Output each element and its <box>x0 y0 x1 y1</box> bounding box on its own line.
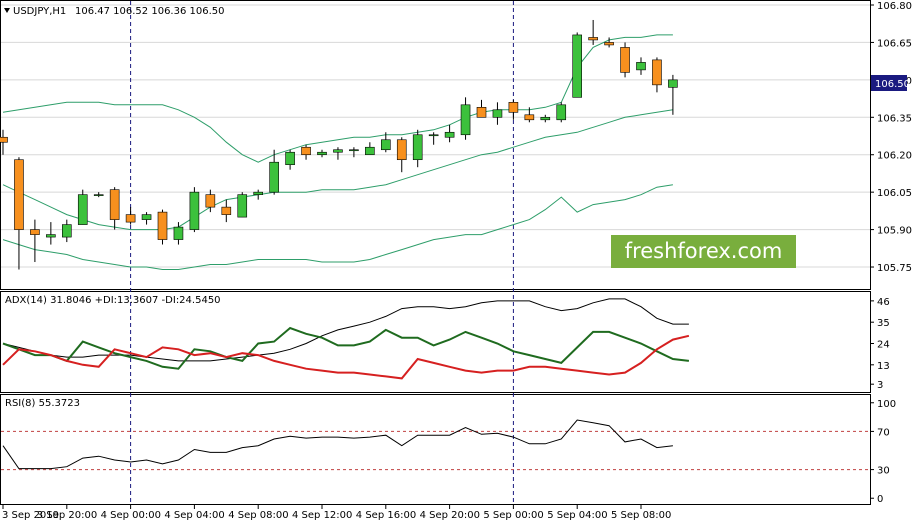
candle-bear <box>652 59 662 86</box>
candle-bull <box>189 191 200 230</box>
candle-bear <box>620 47 630 73</box>
candle-bull <box>173 226 184 240</box>
candle-bull <box>253 191 263 195</box>
current-price-marker <box>871 75 907 91</box>
candle-bull <box>333 149 343 153</box>
candle-bull <box>317 151 327 156</box>
candle-bear <box>205 194 216 208</box>
candle-bull <box>428 134 439 137</box>
candle-bull <box>46 234 56 238</box>
price-tick-label: 106.20 <box>877 151 912 162</box>
candle-bull <box>237 194 248 218</box>
candle-bull <box>93 194 104 196</box>
candle-bull <box>349 149 359 152</box>
minus-di-line <box>2 334 690 380</box>
candle-bear <box>221 206 232 215</box>
adx-tick-label: 13 <box>877 361 890 372</box>
bollinger-lower-line <box>2 184 673 270</box>
candle-bull <box>636 62 646 71</box>
rsi-title: RSI(8) 55.3723 <box>5 398 80 409</box>
price-tick-label: 105.75 <box>877 263 912 274</box>
rsi-tick-label: 70 <box>877 427 890 438</box>
candle-bull <box>380 139 391 151</box>
adx-tick-label: 24 <box>877 340 890 351</box>
candle-bear <box>604 42 614 46</box>
x-tick-label: 4 Sep 04:00 <box>164 510 224 521</box>
price-tick-label: 106.05 <box>877 188 912 199</box>
adx-tick-label: 46 <box>877 297 890 308</box>
adx-line <box>2 298 689 362</box>
candle-bear <box>157 211 168 240</box>
adx-tick-label: 35 <box>877 318 890 329</box>
price-tick-label: 106.80 <box>877 1 912 12</box>
candle-bull <box>285 151 295 166</box>
candle-bull <box>141 214 152 220</box>
candle-bull <box>540 116 551 121</box>
candle-bull <box>412 134 423 161</box>
x-tick-label: 4 Sep 08:00 <box>228 510 288 521</box>
chart-shift-icon <box>4 8 10 13</box>
x-tick-label: 4 Sep 20:00 <box>420 510 480 521</box>
x-tick-label: 5 Sep 00:00 <box>483 510 543 521</box>
candle-bear <box>125 214 136 223</box>
bollinger-upper-line <box>2 34 673 163</box>
rsi-tick-label: 100 <box>877 399 896 410</box>
x-tick-label: 4 Sep 16:00 <box>356 510 416 521</box>
candle-bear <box>476 107 487 118</box>
price-tick-label: 105.90 <box>877 226 912 237</box>
candle-bear <box>588 37 598 41</box>
x-tick-label: 5 Sep 04:00 <box>547 510 607 521</box>
candle-bear <box>14 159 24 230</box>
price-panel <box>0 0 871 290</box>
candle-bull <box>77 194 88 225</box>
candle-bull <box>365 146 375 156</box>
candle-bull <box>668 79 678 88</box>
candle-bull <box>492 109 503 118</box>
watermark-logo: freshforex.com <box>611 235 796 268</box>
candle-bull <box>460 104 471 136</box>
candle-bear <box>0 136 8 143</box>
candle-bear <box>109 189 120 220</box>
bollinger-middle-line <box>2 109 673 231</box>
rsi-tick-label: 0 <box>877 494 883 505</box>
plus-di-line <box>2 326 690 370</box>
adx-panel <box>0 291 871 393</box>
x-tick-label: 4 Sep 00:00 <box>101 510 161 521</box>
candle-bull <box>444 131 455 138</box>
candle-bull <box>556 104 567 121</box>
candle-bull <box>61 224 72 238</box>
current-price-label: 106.50 <box>875 79 910 90</box>
candle-bear <box>396 139 407 161</box>
candle-bear <box>301 146 311 156</box>
adx-title: ADX(14) 31.8046 +DI:13.3607 -DI:24.5450 <box>5 295 221 306</box>
rsi-tick-label: 30 <box>877 466 890 477</box>
x-tick-label: 4 Sep 12:00 <box>292 510 352 521</box>
ohlc-header: 106.47 106.52 106.36 106.50 <box>75 6 225 17</box>
rsi-panel <box>0 394 871 505</box>
price-tick-label: 106.65 <box>877 38 912 49</box>
candle-bear <box>508 102 519 113</box>
x-tick-label: 3 Sep 2019 <box>2 510 59 521</box>
price-tick-label: 106.35 <box>877 113 912 124</box>
candle-bear <box>30 229 40 235</box>
x-tick-label: 5 Sep 08:00 <box>611 510 671 521</box>
candle-bear <box>524 114 535 121</box>
candle-bull <box>572 34 583 98</box>
symbol-title: USDJPY,H1 <box>13 6 66 17</box>
rsi-line <box>2 419 673 470</box>
x-tick-label: 3 Sep 20:00 <box>37 510 97 521</box>
candle-bull <box>269 161 279 193</box>
adx-tick-label: 3 <box>877 380 883 391</box>
